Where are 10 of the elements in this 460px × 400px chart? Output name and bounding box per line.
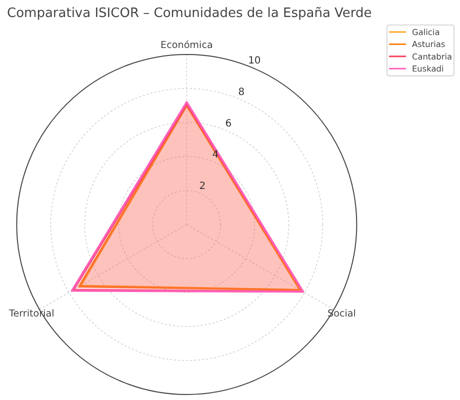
y-tick-label: 6 (225, 118, 232, 130)
y-tick-label: 2 (199, 181, 206, 192)
legend-label: Galicia (412, 27, 440, 37)
legend-label: Euskadi (412, 64, 444, 74)
legend-label: Cantabria (412, 51, 452, 62)
chart-title: Comparativa ISICOR – Comunidades de la España Verde (7, 6, 372, 21)
y-tick-label: 8 (238, 86, 245, 98)
legend-label: Asturias (412, 39, 446, 50)
spoke-label: Económica (160, 40, 213, 51)
y-tick-label: 10 (248, 55, 261, 66)
